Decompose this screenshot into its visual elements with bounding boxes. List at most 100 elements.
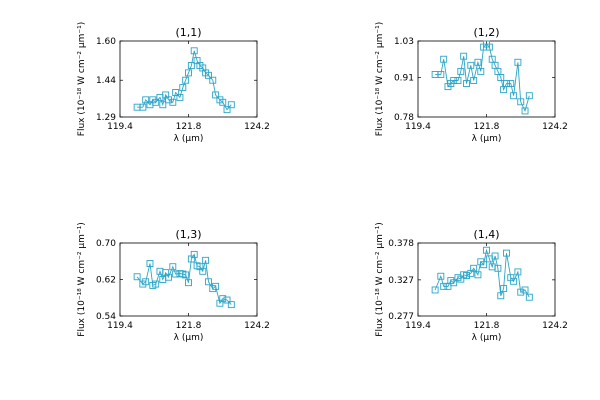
data-point xyxy=(503,249,510,257)
data-point xyxy=(507,80,515,88)
y-axis-label: Flux (10⁻¹⁸ W cm⁻² μm⁻¹) xyxy=(77,222,87,336)
data-point xyxy=(525,293,533,301)
y-axis-label: Flux (10⁻¹⁸ W cm⁻² μm⁻¹) xyxy=(375,222,385,336)
data-point xyxy=(521,107,529,115)
data-point xyxy=(437,70,445,78)
panel-title: (1,3) xyxy=(175,228,201,241)
data-point xyxy=(470,264,478,272)
data-point xyxy=(190,250,198,258)
panel-3: (1,3) 119.4 121.8 124.2 0.54 0.62 0.70 λ (μm) Fl… xyxy=(77,222,270,343)
data-point xyxy=(199,267,207,275)
data-point xyxy=(205,278,212,286)
x-tick-label: 119.4 xyxy=(107,122,133,132)
y-tick-label: 0.277 xyxy=(388,312,414,322)
series-line xyxy=(136,253,232,305)
data-point xyxy=(470,77,478,84)
data-point xyxy=(460,52,468,60)
data-point xyxy=(202,256,210,264)
data-point xyxy=(450,77,458,84)
y-tick-label: 0.70 xyxy=(96,239,116,249)
data-point xyxy=(187,62,195,69)
data-point xyxy=(223,296,231,304)
data-point xyxy=(142,278,150,286)
data-point xyxy=(525,92,533,100)
panel-title: (1,4) xyxy=(473,228,499,241)
plot-frame xyxy=(417,40,556,118)
data-point xyxy=(477,67,485,75)
data-point xyxy=(521,286,529,294)
x-axis-label: λ (μm) xyxy=(472,333,502,343)
data-point xyxy=(440,55,448,63)
data-point xyxy=(152,280,160,288)
x-tick-label: 124.2 xyxy=(244,122,270,132)
y-tick-label: 1.29 xyxy=(96,113,116,123)
data-point xyxy=(179,84,187,92)
panel-title: (1,2) xyxy=(473,26,499,39)
x-tick-label: 121.8 xyxy=(474,321,500,331)
data-point xyxy=(463,80,470,88)
data-point xyxy=(494,264,502,272)
data-point xyxy=(172,89,180,96)
y-tick-label: 1.03 xyxy=(394,37,414,47)
data-point xyxy=(185,69,192,77)
data-point xyxy=(182,76,190,84)
y-tick-label: 0.78 xyxy=(394,113,414,123)
data-point xyxy=(503,80,510,88)
data-point xyxy=(437,272,445,280)
y-tick-label: 0.54 xyxy=(96,312,116,322)
data-point xyxy=(467,61,475,69)
panel-2: (1,2) 119.4 121.8 124.2 0.78 0.91 1.03 λ (μm) Fl… xyxy=(375,22,568,144)
data-point xyxy=(485,43,493,51)
data-point xyxy=(474,271,482,279)
series-line xyxy=(137,50,232,111)
data-point xyxy=(480,261,488,269)
data-point xyxy=(152,98,160,106)
data-point xyxy=(227,101,235,109)
data-point xyxy=(223,106,231,114)
data-point xyxy=(474,58,482,66)
x-tick-label: 121.8 xyxy=(176,321,202,331)
series-line xyxy=(435,43,530,113)
data-point xyxy=(497,74,505,81)
data-point xyxy=(212,282,220,290)
data-point xyxy=(440,282,448,290)
data-point xyxy=(212,91,220,99)
data-point xyxy=(142,96,150,104)
y-axis-label: Flux (10⁻¹⁸ W cm⁻² μm⁻¹) xyxy=(375,22,385,136)
data-point xyxy=(517,288,525,296)
data-point xyxy=(514,58,522,66)
data-point xyxy=(219,98,227,106)
y-tick-label: 0.91 xyxy=(394,73,414,83)
data-point xyxy=(133,273,141,281)
data-point xyxy=(169,98,177,106)
x-tick-label: 124.2 xyxy=(542,321,568,331)
x-tick-label: 124.2 xyxy=(542,122,568,132)
x-tick-label: 124.2 xyxy=(244,321,270,331)
data-point xyxy=(514,268,522,276)
data-point xyxy=(190,47,198,55)
data-point xyxy=(454,77,462,84)
x-tick-label: 119.4 xyxy=(405,321,431,331)
data-point xyxy=(510,92,518,100)
data-point xyxy=(431,286,439,294)
x-axis-label: λ (μm) xyxy=(472,134,502,144)
data-point xyxy=(172,270,180,278)
data-point xyxy=(185,279,192,287)
data-point xyxy=(209,76,217,84)
x-axis-label: λ (μm) xyxy=(174,333,204,343)
data-point xyxy=(457,67,465,75)
data-point xyxy=(510,277,518,285)
y-tick-label: 0.62 xyxy=(96,276,116,286)
data-point xyxy=(146,260,154,267)
data-point xyxy=(176,93,184,101)
y-axis-label: Flux (10⁻¹⁸ W cm⁻² μm⁻¹) xyxy=(77,22,87,136)
data-point xyxy=(165,96,172,104)
y-tick-label: 1.44 xyxy=(96,76,116,86)
data-point xyxy=(159,101,167,109)
data-point xyxy=(219,295,227,303)
data-point xyxy=(491,252,499,260)
y-tick-label: 0.327 xyxy=(388,276,414,286)
x-tick-label: 121.8 xyxy=(474,122,500,132)
panel-4: (1,4) 119.4 121.8 124.2 0.277 0.327 0.378 λ (μm… xyxy=(375,222,568,343)
